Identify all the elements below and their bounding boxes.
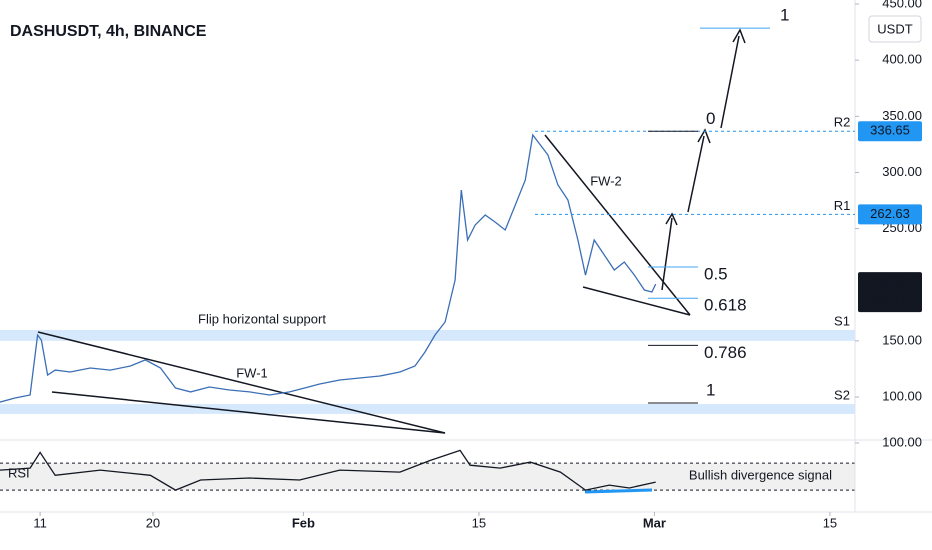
fw1-upper: [37, 331, 446, 434]
price-box: [858, 204, 922, 225]
y-tick-label: 450.00: [882, 0, 922, 10]
currency-box: [868, 15, 922, 43]
arrows: [661, 28, 746, 291]
fib-label: 0.618: [704, 296, 747, 315]
fib-label: 0.786: [704, 343, 747, 362]
x-tick-label: 11: [33, 515, 47, 530]
support-band: [0, 329, 855, 341]
support-label: S2: [834, 387, 850, 402]
y-tick-label: 350.00: [882, 108, 922, 123]
fib-label: 1: [706, 380, 715, 399]
countdown: 05:47: [874, 293, 907, 308]
series-line: [0, 449, 656, 491]
indicator-name: RSI: [8, 465, 30, 480]
rsi-band: [0, 463, 855, 491]
y-tick-label: 100.00: [882, 388, 922, 403]
divergence-line: [584, 488, 653, 494]
price-box-label: 262.63: [870, 206, 910, 221]
support-label: S1: [834, 313, 850, 328]
fw1-lower: [51, 391, 446, 434]
fib-label: 0: [706, 109, 715, 128]
y-tick-label: 100.00: [882, 434, 922, 449]
x-tick-label: Mar: [643, 515, 666, 530]
x-tick-label: Feb: [292, 515, 315, 530]
fib-label: 0.5: [704, 264, 728, 283]
annotation: Bullish divergence signal: [689, 467, 832, 482]
y-tick-label: 300.00: [882, 164, 922, 179]
y-tick-label: 150.00: [882, 332, 922, 347]
arrow: [720, 28, 746, 129]
series-line: [0, 133, 657, 403]
pivot-label: R2: [834, 115, 851, 130]
annotation: FW-2: [590, 173, 622, 188]
price-box: [858, 121, 922, 142]
fw2-lower: [582, 286, 691, 316]
pivot-label: R1: [834, 198, 851, 213]
x-tick-label: 20: [146, 515, 160, 530]
price-box-label: 336.65: [870, 123, 910, 138]
last-price-box: [858, 272, 922, 313]
fw2-upper: [544, 134, 691, 316]
fib-label: 1: [780, 6, 789, 25]
y-tick-label: 400.00: [882, 52, 922, 67]
x-tick-label: 15: [823, 515, 837, 530]
annotation: FW-1: [236, 365, 268, 380]
chart-title: DASHUSDT, 4h, BINANCE: [10, 23, 207, 40]
arrow: [661, 212, 678, 291]
annotation: Flip horizontal support: [198, 311, 326, 326]
support-band: [0, 403, 855, 414]
x-tick-label: 15: [472, 515, 486, 530]
last-price: 200.57: [870, 275, 910, 290]
currency: USDT: [877, 21, 912, 36]
arrow: [687, 128, 711, 213]
